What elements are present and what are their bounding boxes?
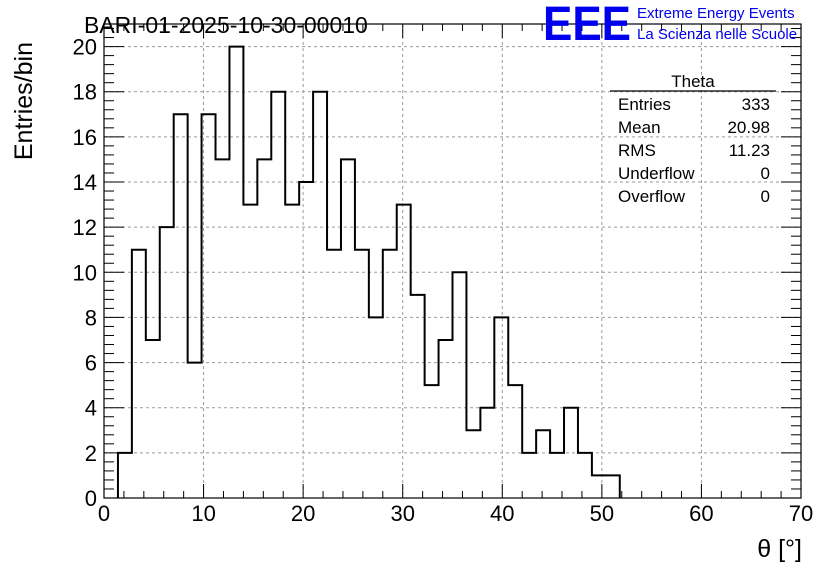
stats-label: RMS	[618, 141, 656, 160]
y-tick-label: 2	[85, 441, 97, 466]
histogram-bin	[578, 453, 592, 498]
histogram-bin	[425, 385, 439, 498]
histogram-bin	[271, 92, 285, 498]
x-tick-label: 60	[689, 501, 713, 526]
histogram-bin	[411, 295, 425, 498]
histogram-bin	[146, 340, 160, 498]
y-tick-label: 18	[73, 80, 97, 105]
histogram-bin	[216, 159, 230, 498]
histogram-bin	[355, 250, 369, 498]
y-tick-label: 10	[73, 260, 97, 285]
histogram-bin	[188, 363, 202, 498]
y-axis-label: Entries/bin	[10, 42, 38, 160]
x-tick-label: 10	[191, 501, 215, 526]
y-tick-label: 12	[73, 215, 97, 240]
y-tick-label: 20	[73, 35, 97, 60]
histogram-bars	[116, 45, 621, 498]
x-tick-label: 0	[98, 501, 110, 526]
histogram-outline	[116, 45, 621, 498]
x-tick-label: 30	[390, 501, 414, 526]
histogram-bin	[397, 205, 411, 498]
stats-label: Mean	[618, 118, 661, 137]
x-tick-label: 20	[291, 501, 315, 526]
histogram-bin	[243, 205, 257, 498]
histogram-bin	[327, 250, 341, 498]
chart-title: BARI-01-2025-10-30-00010	[84, 12, 368, 38]
histogram-bin	[606, 475, 620, 498]
y-tick-label: 4	[85, 396, 97, 421]
stats-value: 11.23	[729, 141, 770, 160]
x-axis-label: θ [°]	[757, 535, 802, 563]
histogram-bin	[257, 159, 271, 498]
tick-labels: 0 10 20 30 40 50 60 70 0 2 4 6 8 10 12 14 16 18 20	[73, 35, 814, 526]
brand-line-1: Extreme Energy Events	[637, 5, 795, 22]
histogram-bin	[285, 205, 299, 498]
histogram-bin	[383, 250, 397, 498]
histogram-bin	[341, 159, 355, 498]
histogram-bin	[313, 92, 327, 498]
stats-value: 333	[742, 95, 770, 114]
eee-logo: EEE	[543, 0, 631, 51]
axis-ticks	[103, 24, 802, 499]
histogram-bin	[439, 340, 453, 498]
stats-label: Underflow	[618, 164, 695, 183]
stats-value: 0	[761, 187, 770, 206]
histogram-bin	[453, 272, 467, 498]
histogram-bin	[536, 430, 550, 498]
stats-value: 20.98	[727, 118, 770, 137]
histogram-bin	[132, 250, 146, 498]
histogram-bin	[299, 182, 313, 498]
histogram-bin	[174, 114, 188, 498]
y-tick-label: 6	[85, 351, 97, 376]
stats-label: Overflow	[618, 187, 686, 206]
x-tick-label: 40	[490, 501, 514, 526]
grid-lines	[104, 24, 801, 498]
histogram-bin	[592, 475, 606, 498]
y-tick-label: 16	[73, 125, 97, 150]
x-tick-label: 50	[590, 501, 614, 526]
stats-box: Theta Entries 333 Mean 20.98 RMS 11.23 Underfl…	[610, 72, 776, 206]
histogram-bin	[522, 453, 536, 498]
x-tick-label: 70	[789, 501, 813, 526]
y-tick-label: 0	[85, 486, 97, 511]
histogram-bin	[508, 385, 522, 498]
stats-title: Theta	[671, 72, 715, 91]
brand-line-2: La Scienza nelle Scuole	[637, 26, 797, 43]
histogram-bin	[118, 453, 132, 498]
stats-label: Entries	[618, 95, 671, 114]
histogram-bin	[466, 430, 480, 498]
stats-value: 0	[761, 164, 770, 183]
y-tick-label: 14	[73, 170, 97, 195]
plot-frame	[103, 23, 802, 499]
y-tick-label: 8	[85, 305, 97, 330]
